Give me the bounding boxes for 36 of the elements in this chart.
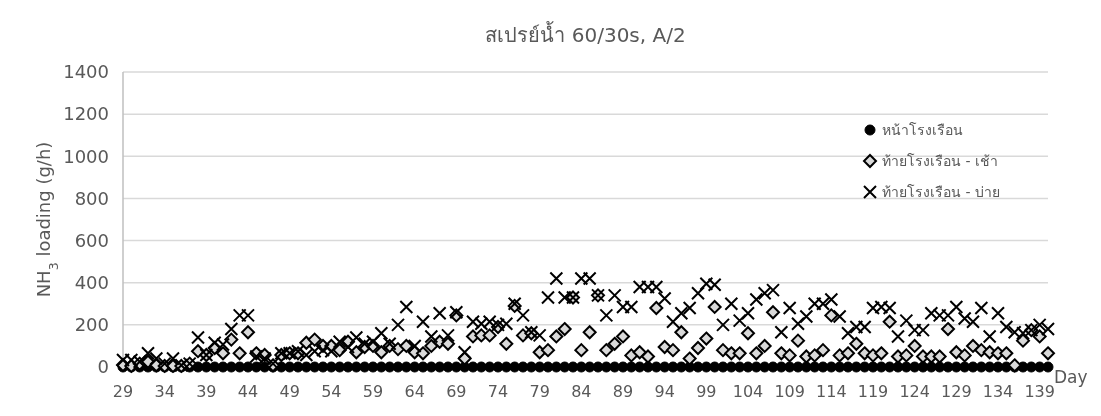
y-tick-label: 0 [97, 356, 109, 378]
y-tick-label: 800 [74, 187, 109, 209]
x-tick-label: 94 [654, 382, 675, 401]
x-axis-title: Day [1054, 367, 1088, 387]
x-tick-label: 119 [857, 382, 889, 401]
y-tick-label: 1400 [63, 61, 109, 83]
x-tick-label: 29 [112, 382, 134, 401]
x-tick-label: 89 [612, 382, 634, 401]
x-tick-label: 54 [321, 382, 342, 401]
x-tick-label: 99 [696, 382, 717, 401]
x-tick-label: 84 [571, 382, 592, 401]
x-tick-label: 114 [816, 382, 847, 401]
legend-label: หน้าโรงเรือน [882, 121, 963, 138]
x-tick-label: 139 [1024, 382, 1055, 401]
x-tick-label: 44 [237, 382, 259, 401]
x-tick-label: 129 [941, 382, 972, 401]
x-tick-label: 39 [196, 382, 217, 401]
x-tick-label: 79 [529, 382, 550, 401]
x-tick-label: 64 [404, 382, 425, 401]
y-tick-label: 400 [74, 272, 109, 294]
legend-label: ท้ายโรงเรือน - เช้า [882, 152, 998, 169]
x-tick-label: 49 [279, 382, 300, 401]
x-tick-label: 74 [487, 382, 509, 401]
legend-label: ท้ายโรงเรือน - บ่าย [882, 183, 1000, 200]
x-tick-label: 69 [446, 382, 467, 401]
x-tick-label: 34 [154, 382, 175, 401]
y-tick-label: 200 [74, 314, 109, 336]
x-tick-label: 124 [899, 382, 930, 401]
x-tick-label: 134 [982, 382, 1014, 401]
y-tick-label: 1000 [63, 145, 109, 167]
x-tick-label: 59 [362, 382, 384, 401]
y-tick-label: 1200 [63, 103, 109, 125]
x-tick-label: 109 [774, 382, 805, 401]
y-tick-label: 600 [74, 229, 109, 251]
x-tick-label: 104 [732, 382, 764, 401]
chart-title: สเปรย์น้ำ 60/30s, A/2 [485, 21, 686, 47]
